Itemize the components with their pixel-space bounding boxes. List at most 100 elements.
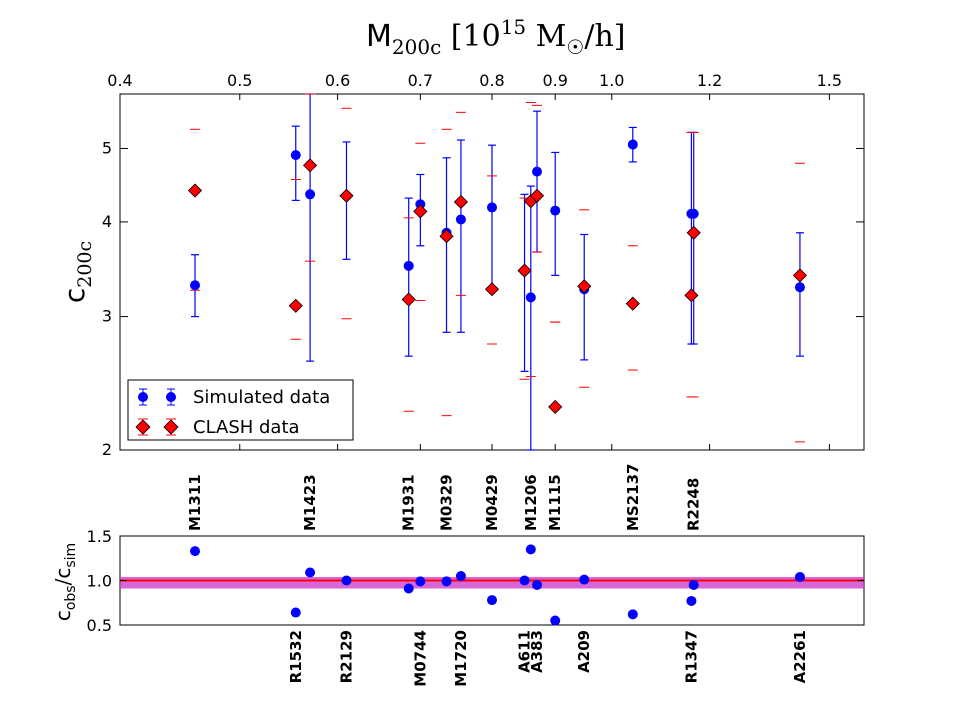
sim-point-ms2137 (627, 139, 638, 150)
ratio-point-ms2137 (627, 609, 638, 620)
ratio-point-m1115 (550, 615, 561, 626)
sim-point-r2248 (688, 208, 699, 219)
ratio-y-tick-label: 1.5 (87, 527, 112, 546)
sim-point-a383 (532, 166, 543, 177)
clash-point-a2261 (792, 268, 808, 283)
x-tick-label: 1.2 (697, 71, 722, 90)
cluster-label-r2248: R2248 (685, 478, 703, 531)
cluster-label-r1347: R1347 (682, 630, 700, 683)
cluster-label-a383: A383 (528, 630, 546, 673)
ratio-band (120, 576, 864, 589)
ratio-point-m1311 (190, 546, 201, 557)
ratio-point-m0744 (415, 576, 426, 587)
ratio-point-r1347 (686, 595, 697, 606)
cluster-label-m0744: M0744 (411, 630, 429, 687)
x-tick-label: 0.9 (542, 71, 567, 90)
ratio-point-m1931 (403, 583, 414, 594)
cluster-label-r1532: R1532 (287, 630, 305, 683)
y-tick-label: 4 (102, 212, 112, 231)
ratio-y-ticks: 0.5 1.0 1.5 (87, 527, 864, 635)
sim-point-m1423 (305, 189, 316, 200)
main-y-ticks: 2 3 4 5 (102, 138, 864, 459)
main-plot: 0.4 0.5 0.6 0.7 0.8 0.9 1.0 1.2 1.5 2 3 4 5 c200c S… (58, 71, 865, 459)
clash-point-m1311 (187, 183, 203, 198)
sim-point-m1115 (550, 205, 561, 216)
ratio-point-a383 (532, 579, 543, 590)
legend-clash-label: CLASH data (193, 417, 300, 438)
sim-point-m1931 (403, 260, 414, 271)
legend-sim-marker (138, 388, 176, 406)
x-tick-label: 0.6 (325, 71, 350, 90)
cluster-label-m1423: M1423 (301, 474, 319, 531)
clash-point-m1115 (548, 399, 563, 414)
clash-point-r2129 (339, 188, 354, 203)
ratio-point-a2261 (794, 571, 805, 582)
cluster-label-a2261: A2261 (791, 630, 809, 683)
x-tick-label: 0.4 (107, 71, 132, 90)
ratio-y-tick-label: 1.0 (87, 572, 112, 591)
ratio-points (190, 544, 805, 626)
x-tick-label: 1.0 (599, 71, 624, 90)
clash-point-m0329 (439, 229, 454, 244)
x-tick-label: 0.5 (227, 71, 252, 90)
cluster-label-m1311: M1311 (186, 474, 204, 531)
legend-clash-marker (135, 418, 179, 436)
sim-point-m1311 (190, 280, 201, 291)
ratio-point-m1720 (455, 571, 466, 582)
clash-point-a611 (517, 263, 532, 278)
cluster-label-r2129: R2129 (337, 630, 355, 683)
ratio-plot: 0.5 1.0 1.5 cobs/csim (51, 527, 865, 635)
clash-point-m1931 (401, 292, 416, 307)
main-y-axis-label: c200c (58, 241, 96, 303)
ratio-point-r2248 (688, 579, 699, 590)
legend-sim-label: Simulated data (193, 387, 330, 408)
sim-point-m1720 (455, 214, 466, 225)
ratio-point-m0329 (441, 576, 452, 587)
cluster-label-m0429: M0429 (483, 474, 501, 531)
clash-point-m1423 (303, 158, 318, 173)
cluster-label-m1115: M1115 (546, 474, 564, 531)
legend-box (127, 379, 354, 441)
clash-point-r1532 (288, 298, 303, 313)
clash-point-r2248 (686, 225, 701, 240)
main-x-ticks: 0.4 0.5 0.6 0.7 0.8 0.9 1.0 1.2 1.5 (107, 71, 842, 450)
y-tick-label: 3 (102, 307, 112, 326)
cluster-label-a209: A209 (575, 630, 593, 673)
cluster-label-a611: A611 (516, 630, 534, 673)
ratio-y-axis-label: cobs/csim (51, 543, 79, 621)
ratio-point-r1532 (290, 607, 301, 618)
clash-point-m0429 (484, 282, 500, 297)
x-tick-label: 1.5 (817, 71, 842, 90)
clash-point-ms2137 (625, 296, 640, 311)
sim-point-m0744 (415, 199, 426, 210)
sim-point-r1532 (290, 150, 301, 161)
clash-point-m1720 (453, 194, 468, 210)
sim-point-m1206 (525, 292, 536, 303)
cluster-label-m0329: M0329 (438, 474, 456, 531)
ratio-point-a209 (579, 574, 590, 585)
ratio-point-r2129 (341, 575, 352, 586)
y-tick-label: 5 (102, 138, 112, 157)
legend: Simulated data CLASH data (127, 379, 354, 441)
clash-point-m0744 (413, 204, 428, 219)
ratio-point-a611 (519, 575, 530, 586)
clash-point-a383 (529, 188, 545, 203)
ratio-point-m1423 (305, 567, 316, 578)
cluster-label-ms2137: MS2137 (624, 464, 642, 531)
ratio-point-m0429 (487, 595, 497, 606)
sim-point-m0429 (487, 202, 497, 213)
clash-point-r1347 (684, 288, 699, 303)
chart-title-text: M200c [1015 M☉/h] (366, 15, 625, 59)
y-tick-label: 2 (102, 440, 112, 459)
ratio-point-m1206 (525, 544, 536, 555)
main-series (187, 93, 808, 451)
ratio-y-tick-label: 0.5 (87, 616, 112, 635)
chart-title: M200c [1015 M☉/h] (366, 15, 625, 59)
clash-point-a209 (577, 279, 592, 294)
cluster-label-m1931: M1931 (400, 474, 418, 531)
cluster-label-m1206: M1206 (522, 474, 540, 531)
x-tick-label: 0.8 (479, 71, 504, 90)
sim-point-a2261 (794, 282, 805, 293)
